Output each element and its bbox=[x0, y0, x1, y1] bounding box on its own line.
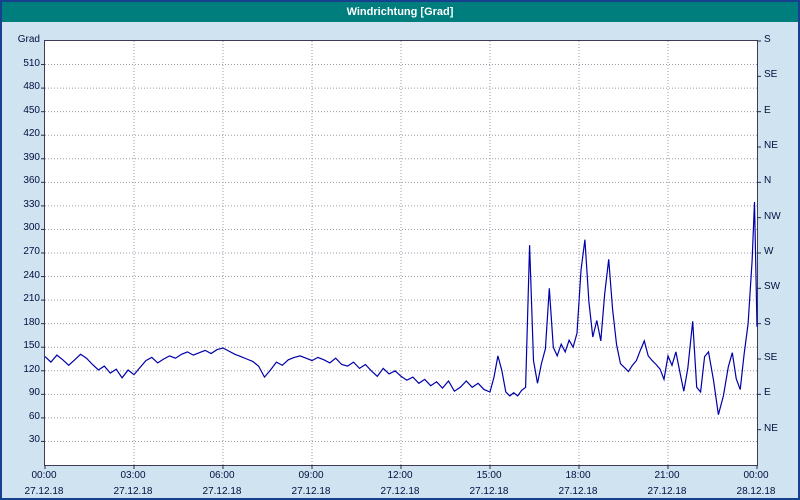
x-axis-date-label: 27.12.18 bbox=[113, 486, 153, 497]
y-axis-left-tick-label: 240 bbox=[23, 269, 40, 281]
x-axis-time-label: 03:00 bbox=[120, 470, 146, 481]
y-axis-left-tick-label: 510 bbox=[23, 57, 40, 69]
y-axis-left-tick-label: 60 bbox=[28, 410, 40, 422]
x-axis-date-label: 27.12.18 bbox=[202, 486, 242, 497]
y-axis-left-tick-label: 420 bbox=[23, 128, 40, 140]
x-axis-date-label: 27.12.18 bbox=[380, 486, 420, 497]
y-axis-left-tick-label: 210 bbox=[23, 293, 40, 305]
plot-area bbox=[41, 40, 761, 469]
title-bar[interactable]: Windrichtung [Grad] bbox=[2, 2, 798, 22]
x-axis-date-label: 27.12.18 bbox=[469, 486, 509, 497]
y-axis-right-tick-label: NE bbox=[764, 422, 778, 434]
y-axis-left-tick-label: 270 bbox=[23, 246, 40, 257]
x-axis-date-label: 27.12.18 bbox=[647, 486, 687, 497]
y-axis-right-tick-label: N bbox=[764, 175, 772, 187]
y-axis-right-tick-label: NE bbox=[764, 140, 778, 151]
y-axis-right-tick-label: S bbox=[764, 34, 771, 45]
y-axis-right-tick-label: S bbox=[764, 316, 771, 328]
x-axis-time-label: 00:00 bbox=[743, 470, 769, 481]
x-axis-time-label: 09:00 bbox=[298, 470, 324, 481]
y-axis-left-tick-label: 30 bbox=[28, 434, 40, 446]
y-axis-unit-label: Grad bbox=[17, 34, 40, 45]
y-axis-right-tick-label: SE bbox=[764, 352, 778, 363]
y-axis-left-tick-label: 450 bbox=[23, 104, 40, 116]
x-axis-time-label: 18:00 bbox=[565, 470, 591, 481]
window-title: Windrichtung [Grad] bbox=[346, 6, 454, 18]
y-axis-right-tick-label: E bbox=[764, 387, 771, 399]
x-axis-time-label: 00:00 bbox=[31, 470, 57, 481]
y-axis-left-tick-label: 330 bbox=[23, 198, 40, 210]
y-axis-right-tick-label: NW bbox=[764, 210, 781, 222]
x-axis-date-label: 28.12.18 bbox=[736, 486, 776, 497]
x-axis-time-label: 12:00 bbox=[387, 470, 413, 481]
y-axis-right-tick-label: SW bbox=[764, 281, 781, 293]
x-axis-date-label: 27.12.18 bbox=[291, 486, 331, 497]
y-axis-left-tick-label: 180 bbox=[23, 316, 40, 328]
x-axis-date-label: 27.12.18 bbox=[24, 486, 64, 497]
y-axis-left-tick-label: 120 bbox=[23, 363, 40, 375]
y-axis-left-tick-label: 390 bbox=[23, 151, 40, 163]
y-axis-left-tick-label: 360 bbox=[23, 175, 40, 187]
wind-direction-series bbox=[44, 201, 758, 415]
chart-canvas bbox=[41, 40, 761, 469]
x-axis-time-label: 15:00 bbox=[476, 470, 502, 481]
x-axis-date-label: 27.12.18 bbox=[558, 486, 598, 497]
y-axis-right-tick-label: E bbox=[764, 104, 771, 116]
y-axis-right-tick-label: W bbox=[764, 246, 774, 257]
y-axis-left-tick-label: 300 bbox=[23, 222, 40, 234]
y-axis-left-tick-label: 150 bbox=[23, 340, 40, 352]
y-axis-left-tick-label: 90 bbox=[28, 387, 40, 399]
y-axis-right-tick-label: SE bbox=[764, 69, 778, 81]
x-axis-time-label: 21:00 bbox=[654, 470, 680, 481]
y-axis-left-tick-label: 480 bbox=[23, 81, 40, 93]
x-axis-time-label: 06:00 bbox=[209, 470, 235, 481]
